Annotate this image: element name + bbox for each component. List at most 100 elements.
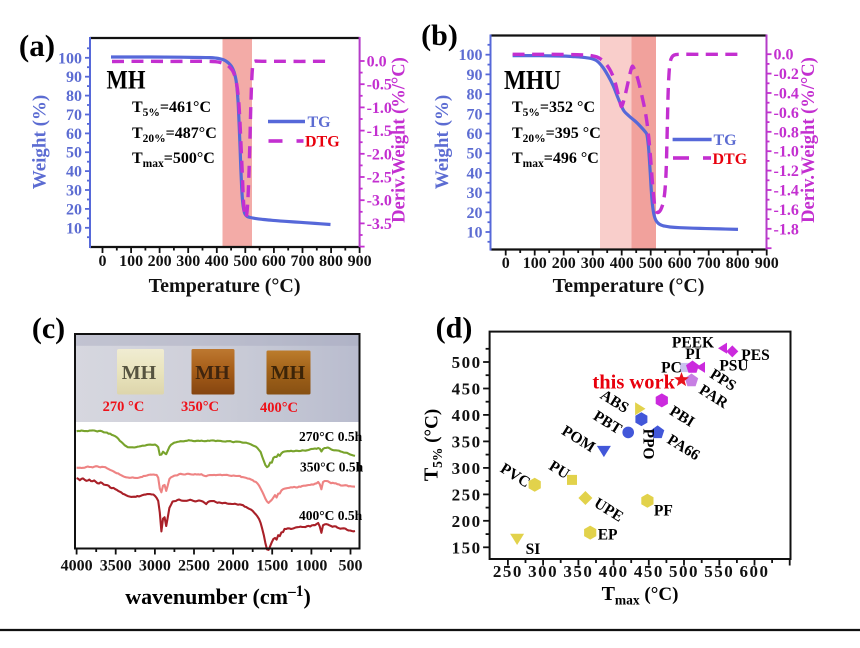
- svg-text:600: 600: [668, 255, 692, 272]
- svg-text:TG: TG: [714, 132, 738, 149]
- svg-text:Temperature (°C): Temperature (°C): [149, 275, 301, 297]
- svg-text:0.0: 0.0: [774, 47, 794, 64]
- svg-text:450: 450: [634, 562, 664, 581]
- svg-text:-3.0: -3.0: [367, 193, 392, 210]
- svg-text:-1.0: -1.0: [774, 144, 799, 161]
- svg-text:-1.5: -1.5: [367, 123, 392, 140]
- svg-text:wavenumber (cm–1): wavenumber (cm–1): [125, 583, 311, 609]
- svg-text:900: 900: [755, 255, 779, 272]
- svg-text:700: 700: [290, 253, 314, 270]
- svg-text:200: 200: [148, 253, 172, 270]
- svg-text:Deriv.Weight (%/°C): Deriv.Weight (%/°C): [799, 57, 819, 223]
- svg-text:400°C 0.5h: 400°C 0.5h: [299, 508, 363, 523]
- svg-text:3000: 3000: [139, 558, 171, 575]
- svg-text:MH: MH: [107, 66, 146, 95]
- svg-text:10: 10: [467, 225, 483, 242]
- svg-text:50: 50: [66, 145, 82, 162]
- svg-text:700: 700: [697, 255, 721, 272]
- svg-text:0: 0: [99, 253, 107, 270]
- svg-text:20: 20: [66, 201, 82, 218]
- svg-text:0: 0: [502, 255, 510, 272]
- svg-text:Deriv.Weight (%/°C): Deriv.Weight (%/°C): [390, 57, 410, 223]
- svg-text:90: 90: [467, 67, 483, 84]
- svg-text:Temperature (°C): Temperature (°C): [553, 275, 705, 297]
- svg-text:PEEK: PEEK: [672, 335, 714, 352]
- svg-text:450: 450: [452, 379, 482, 398]
- svg-text:1000: 1000: [295, 558, 327, 575]
- svg-text:DTG: DTG: [305, 134, 340, 151]
- svg-text:(a): (a): [19, 28, 55, 63]
- svg-text:500: 500: [639, 255, 663, 272]
- svg-text:250: 250: [493, 562, 523, 581]
- svg-text:-1.2: -1.2: [774, 163, 799, 180]
- svg-text:600: 600: [262, 253, 286, 270]
- svg-text:PF: PF: [654, 503, 673, 520]
- svg-text:300: 300: [581, 255, 605, 272]
- svg-text:80: 80: [66, 88, 82, 105]
- svg-text:400: 400: [610, 255, 634, 272]
- svg-text:4000: 4000: [61, 558, 93, 575]
- svg-text:300: 300: [528, 562, 558, 581]
- svg-text:Weight (%): Weight (%): [30, 95, 51, 189]
- svg-text:MH: MH: [122, 362, 157, 384]
- svg-text:400: 400: [599, 562, 629, 581]
- svg-text:300: 300: [452, 459, 482, 478]
- svg-text:1500: 1500: [256, 558, 288, 575]
- svg-text:90: 90: [66, 69, 82, 86]
- svg-text:-0.6: -0.6: [774, 105, 799, 122]
- svg-text:270°C 0.5h: 270°C 0.5h: [299, 429, 363, 444]
- svg-text:-1.0: -1.0: [367, 100, 392, 117]
- svg-text:60: 60: [467, 126, 483, 143]
- svg-text:3500: 3500: [100, 558, 132, 575]
- svg-text:-0.5: -0.5: [367, 77, 392, 94]
- svg-text:T5% (°C): T5% (°C): [421, 409, 446, 481]
- svg-text:70: 70: [66, 107, 82, 124]
- svg-text:500: 500: [233, 253, 257, 270]
- svg-text:MH: MH: [271, 362, 306, 384]
- svg-text:EP: EP: [598, 527, 618, 544]
- svg-text:250: 250: [452, 485, 482, 504]
- svg-text:2000: 2000: [217, 558, 249, 575]
- svg-text:70: 70: [467, 106, 483, 123]
- svg-text:350: 350: [452, 432, 482, 451]
- svg-text:Tmax=496 °C: Tmax=496 °C: [512, 150, 599, 170]
- svg-text:Weight (%): Weight (%): [432, 95, 453, 189]
- svg-text:MHU: MHU: [504, 65, 561, 95]
- svg-text:50: 50: [467, 146, 483, 163]
- svg-text:this work: this work: [592, 372, 675, 394]
- svg-text:Tmax (°C): Tmax (°C): [602, 583, 679, 608]
- svg-text:40: 40: [66, 164, 82, 181]
- svg-text:MH: MH: [195, 362, 230, 384]
- svg-text:100: 100: [119, 253, 143, 270]
- svg-text:60: 60: [66, 126, 82, 143]
- svg-text:-1.6: -1.6: [774, 202, 799, 219]
- svg-text:800: 800: [726, 255, 750, 272]
- svg-text:-2.0: -2.0: [367, 146, 392, 163]
- svg-text:PES: PES: [741, 347, 769, 364]
- svg-text:2500: 2500: [178, 558, 210, 575]
- svg-text:350°C: 350°C: [181, 399, 219, 415]
- svg-text:TG: TG: [308, 114, 332, 131]
- svg-text:(d): (d): [436, 312, 473, 345]
- svg-text:100: 100: [58, 50, 82, 67]
- svg-text:100: 100: [523, 255, 547, 272]
- svg-text:PSU: PSU: [719, 358, 748, 375]
- svg-text:500: 500: [338, 558, 362, 575]
- svg-text:400: 400: [452, 406, 482, 425]
- svg-text:300: 300: [176, 253, 200, 270]
- svg-text:600: 600: [740, 562, 770, 581]
- svg-text:80: 80: [467, 87, 483, 104]
- svg-text:500: 500: [452, 353, 482, 372]
- svg-text:PI: PI: [685, 346, 701, 363]
- svg-text:PPO: PPO: [640, 429, 657, 460]
- svg-text:500: 500: [669, 562, 699, 581]
- svg-text:200: 200: [552, 255, 576, 272]
- svg-text:900: 900: [348, 253, 372, 270]
- svg-text:(c): (c): [32, 312, 65, 345]
- svg-text:20: 20: [467, 205, 483, 222]
- svg-text:DTG: DTG: [713, 151, 748, 168]
- svg-text:30: 30: [467, 185, 483, 202]
- svg-text:400: 400: [205, 253, 229, 270]
- svg-text:-0.8: -0.8: [774, 124, 799, 141]
- svg-text:10: 10: [66, 220, 82, 237]
